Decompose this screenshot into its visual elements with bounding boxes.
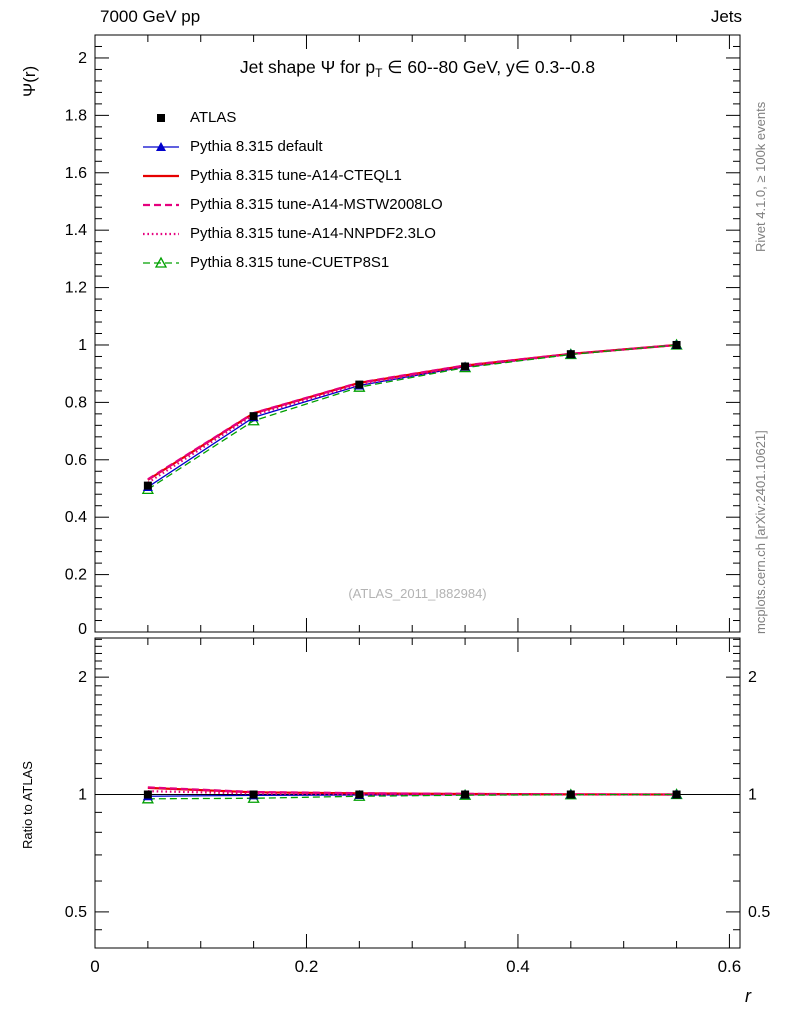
open-triangle-marker-icon [142, 255, 180, 271]
legend-item-cuetp8s1: Pythia 8.315 tune-CUETP8S1 [142, 248, 443, 277]
ratio-y-tick-label: 1 [78, 787, 87, 804]
analysis-id-watermark: (ATLAS_2011_I882984) [348, 586, 487, 601]
analysis-group-label: Jets [710, 7, 742, 26]
legend-marker-canvas [143, 141, 179, 151]
main-y-tick-label: 0.4 [65, 509, 87, 526]
legend-label: Pythia 8.315 tune-CUETP8S1 [190, 254, 390, 271]
ratio-panel-frame [94, 637, 741, 949]
dotted-line-icon [142, 226, 180, 242]
main-y-axis-label: Ψ(r) [20, 65, 39, 97]
series-line-main [147, 343, 677, 481]
main-y-zero-label: 0 [78, 621, 87, 638]
x-tick-label: 0 [90, 957, 99, 976]
plot-title-text-2: ∈ 60--80 GeV, y∈ 0.3--0.8 [382, 57, 596, 77]
main-y-tick-label: 0.2 [65, 567, 87, 584]
x-tick-label: 0.4 [506, 957, 530, 976]
legend-label: Pythia 8.315 tune-A14-CTEQL1 [190, 167, 402, 184]
legend-marker-canvas [143, 203, 179, 206]
series-line-main [147, 344, 677, 488]
data-marker-square [461, 790, 470, 799]
data-marker-square [355, 790, 364, 799]
x-tick-label: 0.2 [295, 957, 319, 976]
dashed-line-icon [142, 197, 180, 213]
main-y-tick-label: 2 [78, 50, 87, 67]
plot-title: Jet shape Ψ for pT ∈ 60--80 GeV, y∈ 0.3-… [95, 57, 740, 80]
legend-label: Pythia 8.315 tune-A14-MSTW2008LO [190, 196, 443, 213]
main-y-tick-label: 1 [78, 337, 87, 354]
ratio-y-tick-label-right: 1 [748, 787, 757, 804]
square-marker-icon [142, 110, 180, 126]
series-line-main [147, 344, 677, 490]
x-axis-label: r [745, 986, 751, 1006]
data-marker-open-triangle [154, 256, 168, 268]
main-y-tick-label: 1.6 [65, 165, 87, 182]
legend-marker-canvas [143, 174, 179, 177]
data-marker-square [143, 481, 152, 490]
ratio-y-tick-label-right: 2 [748, 669, 757, 686]
series-line-main [147, 343, 677, 484]
data-marker-square [157, 113, 165, 122]
legend-label: ATLAS [190, 109, 237, 126]
main-y-tick-label: 1.4 [65, 222, 87, 239]
legend-item-pythia-default: Pythia 8.315 default [142, 132, 443, 161]
data-marker-square [249, 412, 258, 421]
main-y-tick-label: 1.8 [65, 107, 87, 124]
data-marker-triangle [156, 141, 166, 151]
beam-energy-label: 7000 GeV pp [100, 7, 201, 26]
ratio-y-tick-label-right: 0.5 [748, 904, 770, 921]
x-tick-label: 0.6 [718, 957, 742, 976]
legend-marker-canvas [143, 232, 179, 235]
main-y-tick-label: 0.8 [65, 394, 87, 411]
solid-line-icon [142, 168, 180, 184]
ratio-y-tick-label: 2 [78, 669, 87, 686]
legend-item-cteql1: Pythia 8.315 tune-A14-CTEQL1 [142, 161, 443, 190]
main-y-tick-label: 0.6 [65, 452, 87, 469]
data-marker-square [249, 790, 258, 799]
data-marker-square [461, 362, 470, 371]
main-y-tick-label: 1.2 [65, 280, 87, 297]
data-marker-square [355, 380, 364, 389]
data-marker-square [143, 790, 152, 799]
legend-marker-canvas [157, 113, 165, 122]
data-marker-square [566, 350, 575, 359]
legend-item-atlas: ATLAS [142, 103, 443, 132]
series-line-ratio [147, 793, 677, 800]
data-marker-square [672, 790, 681, 799]
rivet-version-label: Rivet 4.1.0, ≥ 100k events [753, 101, 768, 252]
legend-marker-canvas [143, 256, 179, 268]
series-line-main [147, 343, 677, 481]
ratio-y-axis-label: Ratio to ATLAS [20, 761, 35, 849]
plot-title-text: Jet shape Ψ for p [239, 57, 376, 77]
ratio-y-tick-label: 0.5 [65, 904, 87, 921]
plot-title-subscript: T [375, 66, 383, 80]
legend-item-nnpdf23lo: Pythia 8.315 tune-A14-NNPDF2.3LO [142, 219, 443, 248]
legend-label: Pythia 8.315 default [190, 138, 323, 155]
data-marker-square [672, 340, 681, 349]
legend-label: Pythia 8.315 tune-A14-NNPDF2.3LO [190, 225, 436, 242]
data-marker-square [566, 790, 575, 799]
legend-item-mstw2008lo: Pythia 8.315 tune-A14-MSTW2008LO [142, 190, 443, 219]
triangle-marker-icon [142, 139, 180, 155]
legend: ATLAS Pythia 8.315 default Pythia 8.315 … [142, 103, 443, 277]
mcplots-arxiv-label: mcplots.cern.ch [arXiv:2401.10621] [753, 430, 768, 634]
